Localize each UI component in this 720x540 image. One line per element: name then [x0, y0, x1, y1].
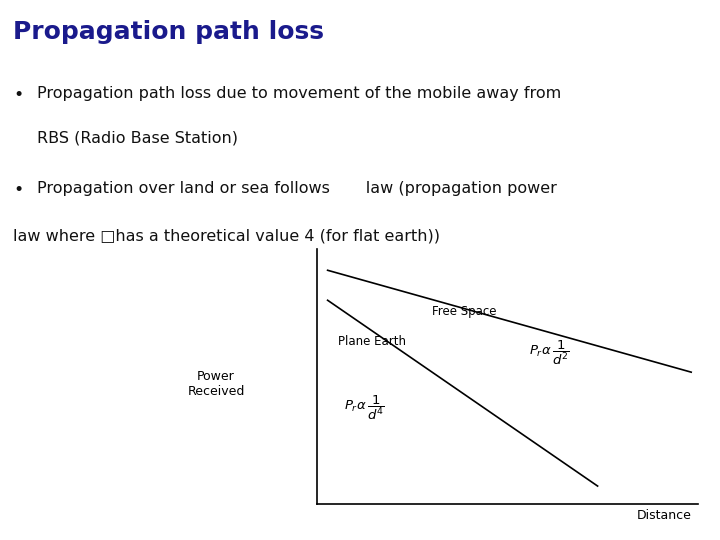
- Text: Plane Earth: Plane Earth: [338, 335, 406, 348]
- Text: Propagation path loss: Propagation path loss: [13, 21, 324, 44]
- Text: Power
Received: Power Received: [187, 370, 245, 398]
- Text: Free Space: Free Space: [432, 305, 497, 318]
- Text: $P_r\alpha\,\dfrac{1}{d^2}$: $P_r\alpha\,\dfrac{1}{d^2}$: [529, 339, 570, 367]
- Text: law where □has a theoretical value 4 (for flat earth)): law where □has a theoretical value 4 (fo…: [13, 229, 440, 244]
- Text: $P_r\alpha\,\dfrac{1}{d^4}$: $P_r\alpha\,\dfrac{1}{d^4}$: [344, 394, 385, 422]
- Text: Propagation over land or sea follows       law (propagation power: Propagation over land or sea follows law…: [37, 181, 557, 196]
- Text: RBS (Radio Base Station): RBS (Radio Base Station): [37, 130, 238, 145]
- Text: Distance: Distance: [636, 509, 691, 522]
- Text: •: •: [13, 181, 23, 199]
- Text: •: •: [13, 86, 23, 104]
- Text: Propagation path loss due to movement of the mobile away from: Propagation path loss due to movement of…: [37, 86, 562, 101]
